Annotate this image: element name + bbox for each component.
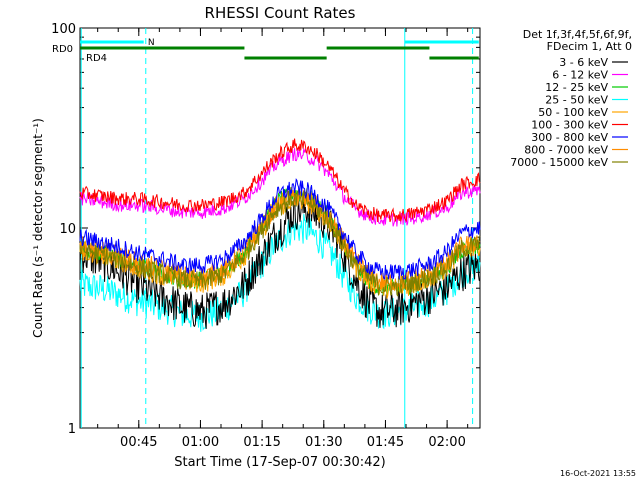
legend-label: 12 - 25 keV [545, 81, 608, 94]
legend-label: 3 - 6 keV [559, 56, 608, 69]
legend-header-line: FDecim 1, Att 0 [547, 40, 632, 53]
plot-area: 1 10 100 00:45 01:00 01:15 01:30 01:45 02:00 N RD0… [51, 22, 481, 450]
y-tick-label: 10 [59, 222, 76, 237]
legend-label: 7000 - 15000 keV [510, 156, 608, 169]
rd0-label: RD0 [52, 44, 73, 55]
y-axis-label: Count Rate (s⁻¹ detector segment⁻¹) [31, 118, 45, 338]
legend-label: 6 - 12 keV [552, 69, 608, 82]
legend: Det 1f,3f,4f,5f,6f,9f,FDecim 1, Att 0 3 -… [510, 28, 632, 169]
series-line-100-300-kev [79, 138, 481, 223]
rd4-label: RD4 [86, 53, 107, 64]
legend-label: 25 - 50 keV [545, 94, 608, 107]
x-tick-label: 01:45 [367, 435, 404, 450]
timestamp: 16-Oct-2021 13:55 [560, 469, 636, 478]
y-tick-label: 100 [51, 22, 76, 37]
legend-label: 50 - 100 keV [538, 106, 608, 119]
series-line-3-6-kev [79, 191, 481, 329]
x-tick-label: 00:45 [120, 435, 157, 450]
series-line-300-800-kev [79, 178, 481, 280]
x-tick-label: 02:00 [428, 435, 465, 450]
series-line-7000-15000-kev [79, 189, 481, 297]
y-tick-label: 1 [68, 422, 76, 437]
chart-title: RHESSI Count Rates [205, 4, 356, 22]
n-label: N [148, 38, 155, 48]
legend-label: 800 - 7000 keV [524, 144, 608, 157]
legend-label: 300 - 800 keV [531, 131, 608, 144]
x-tick-label: 01:30 [305, 435, 342, 450]
x-tick-label: 01:15 [243, 435, 280, 450]
x-tick-label: 01:00 [182, 435, 219, 450]
legend-label: 100 - 300 keV [531, 119, 608, 132]
x-axis-label: Start Time (17-Sep-07 00:30:42) [174, 455, 385, 470]
legend-header-line: Det 1f,3f,4f,5f,6f,9f, [523, 28, 632, 41]
